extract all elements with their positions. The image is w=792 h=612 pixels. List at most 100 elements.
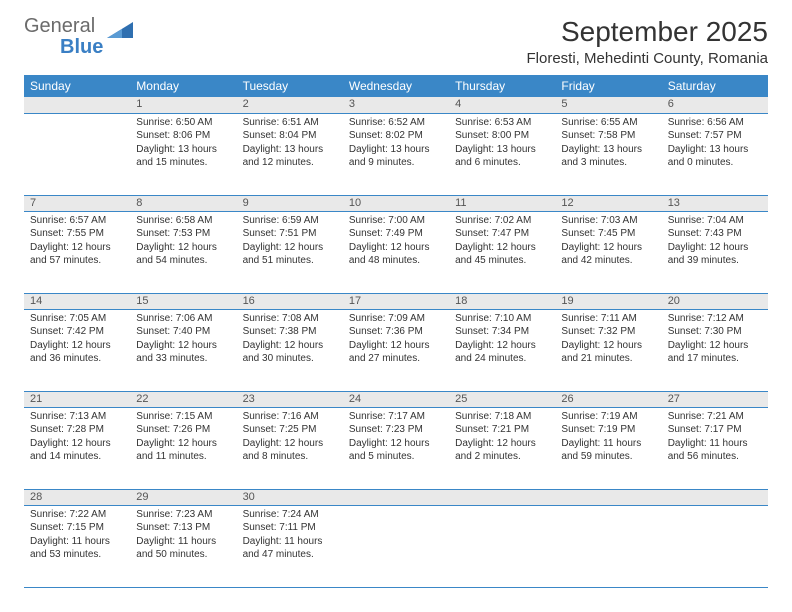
sunset-text: Sunset: 7:45 PM: [561, 227, 655, 241]
sunrise-text: Sunrise: 6:53 AM: [455, 116, 549, 130]
sunrise-text: Sunrise: 7:05 AM: [30, 312, 124, 326]
day-number-cell: 18: [449, 293, 555, 309]
daylight-text: Daylight: 12 hours and 39 minutes.: [668, 241, 762, 268]
weekday-header-row: Sunday Monday Tuesday Wednesday Thursday…: [24, 75, 768, 97]
day-number: 20: [662, 294, 768, 308]
sunset-text: Sunset: 7:28 PM: [30, 423, 124, 437]
sunrise-text: Sunrise: 7:04 AM: [668, 214, 762, 228]
day-number-cell: 27: [662, 391, 768, 407]
daylight-text: Daylight: 12 hours and 5 minutes.: [349, 437, 443, 464]
day-cell: [24, 113, 130, 195]
day-number-cell: 7: [24, 195, 130, 211]
sunrise-text: Sunrise: 7:24 AM: [243, 508, 337, 522]
day-cell: [555, 505, 661, 587]
sunset-text: Sunset: 7:40 PM: [136, 325, 230, 339]
day-number-cell: 28: [24, 489, 130, 505]
day-number-cell: 17: [343, 293, 449, 309]
day-number-cell: 22: [130, 391, 236, 407]
daylight-text: Daylight: 12 hours and 21 minutes.: [561, 339, 655, 366]
daylight-text: Daylight: 12 hours and 33 minutes.: [136, 339, 230, 366]
weekday-header: Wednesday: [343, 75, 449, 97]
sunrise-text: Sunrise: 7:19 AM: [561, 410, 655, 424]
daylight-text: Daylight: 12 hours and 14 minutes.: [30, 437, 124, 464]
sunrise-text: Sunrise: 7:15 AM: [136, 410, 230, 424]
day-number: 26: [555, 392, 661, 406]
day-cell: Sunrise: 7:17 AMSunset: 7:23 PMDaylight:…: [343, 407, 449, 489]
sunset-text: Sunset: 7:13 PM: [136, 521, 230, 535]
sunset-text: Sunset: 7:51 PM: [243, 227, 337, 241]
daylight-text: Daylight: 12 hours and 27 minutes.: [349, 339, 443, 366]
logo-word-1: General: [24, 15, 95, 37]
day-cell: Sunrise: 7:06 AMSunset: 7:40 PMDaylight:…: [130, 309, 236, 391]
sunrise-text: Sunrise: 7:16 AM: [243, 410, 337, 424]
daylight-text: Daylight: 11 hours and 47 minutes.: [243, 535, 337, 562]
sunrise-text: Sunrise: 6:50 AM: [136, 116, 230, 130]
daylight-text: Daylight: 13 hours and 3 minutes.: [561, 143, 655, 170]
sunset-text: Sunset: 7:32 PM: [561, 325, 655, 339]
daylight-text: Daylight: 12 hours and 30 minutes.: [243, 339, 337, 366]
logo: General Blue: [24, 16, 133, 58]
sunrise-text: Sunrise: 7:17 AM: [349, 410, 443, 424]
day-number: 23: [237, 392, 343, 406]
sunrise-text: Sunrise: 7:03 AM: [561, 214, 655, 228]
day-cell: [343, 505, 449, 587]
sunrise-text: Sunrise: 7:11 AM: [561, 312, 655, 326]
day-number: 17: [343, 294, 449, 308]
weekday-header: Friday: [555, 75, 661, 97]
day-number: 4: [449, 97, 555, 111]
daylight-text: Daylight: 11 hours and 53 minutes.: [30, 535, 124, 562]
day-number-cell: [555, 489, 661, 505]
day-cell: Sunrise: 6:56 AMSunset: 7:57 PMDaylight:…: [662, 113, 768, 195]
sunrise-text: Sunrise: 7:09 AM: [349, 312, 443, 326]
daylight-text: Daylight: 12 hours and 24 minutes.: [455, 339, 549, 366]
logo-word-2: Blue: [60, 36, 103, 58]
sunset-text: Sunset: 7:21 PM: [455, 423, 549, 437]
day-cell: Sunrise: 6:52 AMSunset: 8:02 PMDaylight:…: [343, 113, 449, 195]
day-number-row: 282930: [24, 489, 768, 505]
daylight-text: Daylight: 13 hours and 0 minutes.: [668, 143, 762, 170]
day-number: 6: [662, 97, 768, 111]
sunrise-text: Sunrise: 7:08 AM: [243, 312, 337, 326]
day-number: 12: [555, 196, 661, 210]
sunrise-text: Sunrise: 7:12 AM: [668, 312, 762, 326]
daylight-text: Daylight: 12 hours and 36 minutes.: [30, 339, 124, 366]
sunset-text: Sunset: 7:30 PM: [668, 325, 762, 339]
day-cell: Sunrise: 7:09 AMSunset: 7:36 PMDaylight:…: [343, 309, 449, 391]
sunset-text: Sunset: 7:57 PM: [668, 129, 762, 143]
sunset-text: Sunset: 8:02 PM: [349, 129, 443, 143]
day-number-cell: 13: [662, 195, 768, 211]
day-number: 28: [24, 490, 130, 504]
day-cell: Sunrise: 6:57 AMSunset: 7:55 PMDaylight:…: [24, 211, 130, 293]
day-cell: Sunrise: 7:08 AMSunset: 7:38 PMDaylight:…: [237, 309, 343, 391]
daylight-text: Daylight: 11 hours and 56 minutes.: [668, 437, 762, 464]
day-number: [24, 97, 130, 99]
day-number: 11: [449, 196, 555, 210]
sunset-text: Sunset: 7:43 PM: [668, 227, 762, 241]
day-cell: Sunrise: 7:13 AMSunset: 7:28 PMDaylight:…: [24, 407, 130, 489]
daylight-text: Daylight: 12 hours and 51 minutes.: [243, 241, 337, 268]
sunset-text: Sunset: 8:00 PM: [455, 129, 549, 143]
sunset-text: Sunset: 7:49 PM: [349, 227, 443, 241]
weekday-header: Sunday: [24, 75, 130, 97]
day-cell: Sunrise: 7:21 AMSunset: 7:17 PMDaylight:…: [662, 407, 768, 489]
sunrise-text: Sunrise: 7:10 AM: [455, 312, 549, 326]
sunset-text: Sunset: 7:26 PM: [136, 423, 230, 437]
day-number-cell: [343, 489, 449, 505]
daylight-text: Daylight: 13 hours and 6 minutes.: [455, 143, 549, 170]
page-header: General Blue September 2025 Floresti, Me…: [24, 16, 768, 67]
day-number-cell: 14: [24, 293, 130, 309]
day-number-cell: 4: [449, 97, 555, 113]
daylight-text: Daylight: 11 hours and 50 minutes.: [136, 535, 230, 562]
day-cell: Sunrise: 6:50 AMSunset: 8:06 PMDaylight:…: [130, 113, 236, 195]
daylight-text: Daylight: 12 hours and 42 minutes.: [561, 241, 655, 268]
week-row: Sunrise: 7:05 AMSunset: 7:42 PMDaylight:…: [24, 309, 768, 391]
daylight-text: Daylight: 12 hours and 45 minutes.: [455, 241, 549, 268]
day-cell: Sunrise: 7:18 AMSunset: 7:21 PMDaylight:…: [449, 407, 555, 489]
day-cell: Sunrise: 7:02 AMSunset: 7:47 PMDaylight:…: [449, 211, 555, 293]
day-number-cell: 2: [237, 97, 343, 113]
weekday-header: Tuesday: [237, 75, 343, 97]
day-number-cell: 24: [343, 391, 449, 407]
day-number: 15: [130, 294, 236, 308]
day-number-cell: 5: [555, 97, 661, 113]
sunset-text: Sunset: 7:11 PM: [243, 521, 337, 535]
